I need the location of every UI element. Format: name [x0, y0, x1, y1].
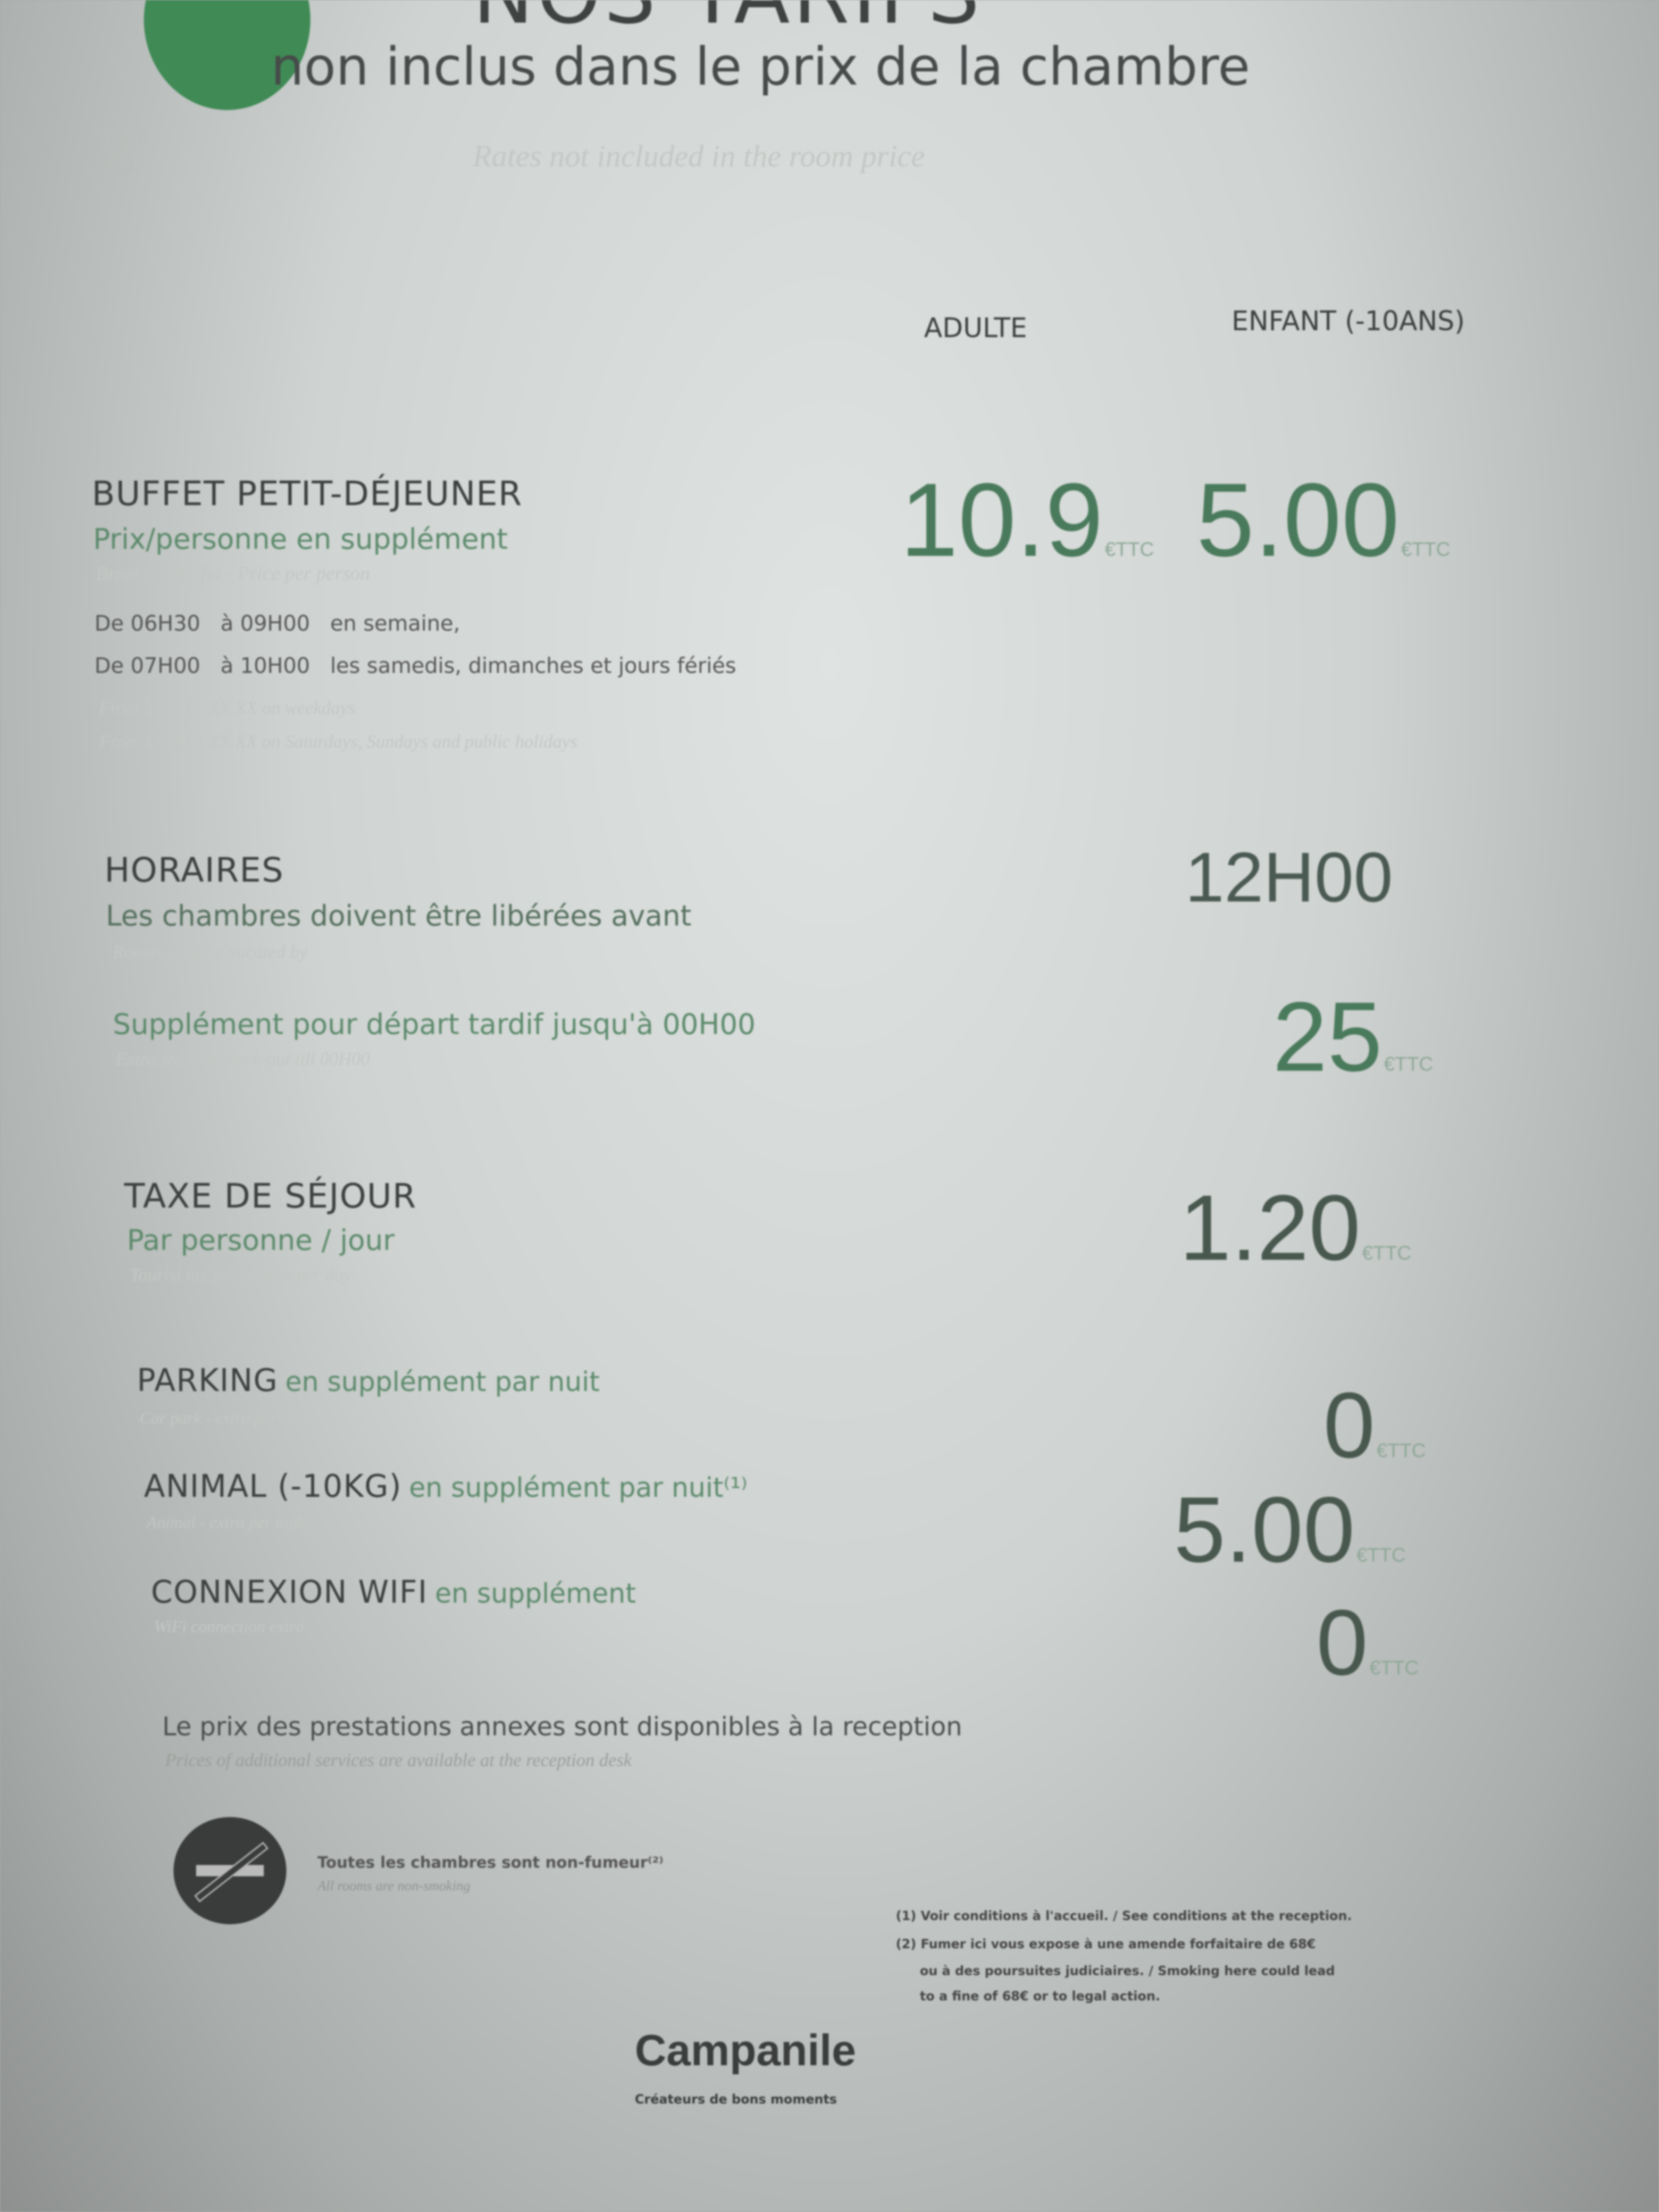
tax-price: 1.20 €TTC [1179, 1174, 1411, 1281]
price-value: 10.9 [900, 461, 1103, 579]
breakfast-adult-price: 10.9 €TTC [900, 460, 1154, 580]
price-value: 25 [1272, 982, 1382, 1092]
page-subtitle: non inclus dans le prix de la chambre [271, 36, 1250, 98]
page-title: NOS TARIFS [473, 0, 983, 43]
breakfast-subtitle-en: Breakfast buffet - Price per person [96, 564, 370, 586]
zz-sleep-icon: Zz [102, 120, 149, 185]
hours-from: De 07H00 [94, 653, 200, 679]
breakfast-child-price: 5.00 €TTC [1196, 460, 1451, 580]
price-unit: €TTC [1384, 1052, 1434, 1075]
price-value: 5.00 [1174, 1477, 1355, 1582]
price-unit: €TTC [1362, 1241, 1412, 1264]
campanile-logo: Campanile [634, 2025, 856, 2075]
extra-animal: ANIMAL (-10KG) en supplément par nuit⁽¹⁾ [144, 1470, 748, 1505]
schedule-subtitle: Les chambres doivent être libérées avant [105, 899, 692, 933]
price-unit: €TTC [1104, 537, 1154, 560]
footnote-4: to a fine of 68€ or to legal action. [919, 1990, 1160, 2005]
price-unit: €TTC [1356, 1543, 1406, 1566]
extra-animal-en: Animal - extra per night [146, 1512, 311, 1532]
brand-tagline: Créateurs de bons moments [634, 2093, 837, 2108]
schedule-subtitle-en: Rooms must be vacated by [113, 941, 308, 962]
hours-to: à 09H00 [220, 610, 310, 636]
breakfast-hours-weekday: De 06H30 à 09H00 en semaine, [95, 611, 460, 636]
extra-parking: PARKING en supplément par nuit [137, 1364, 600, 1400]
extra-wifi: CONNEXION WIFI en supplément [151, 1576, 636, 1611]
price-unit: €TTC [1401, 537, 1451, 560]
breakfast-hours-en-2: From XX.XX - XX.XX on Saturdays, Sundays… [98, 731, 577, 752]
price-unit: €TTC [1376, 1439, 1426, 1462]
hours-to: à 10H00 [220, 653, 310, 679]
late-checkout-label-en: Extra fee late check-out till 00H00 [115, 1048, 370, 1070]
breakfast-hours-en-1: From XX.XX - XX.XX on weekdays [98, 697, 356, 718]
extra-title: PARKING [137, 1364, 278, 1400]
breakfast-subtitle: Prix/personne en supplément [93, 522, 508, 556]
parking-price: 0 €TTC [1323, 1371, 1426, 1479]
schedule-title: HORAIRES [104, 850, 284, 891]
hours-from: De 06H30 [94, 610, 200, 636]
non-smoking-text-en: All rooms are non-smoking [317, 1879, 471, 1895]
extra-note: en supplément par nuit [285, 1367, 600, 1398]
extra-title: CONNEXION WIFI [150, 1576, 428, 1611]
footnote-2: (2) Fumer ici vous expose à une amende f… [895, 1938, 1316, 1953]
page-subtitle-en: Rates not included in the room price [472, 138, 925, 174]
extra-note: en supplément par nuit⁽¹⁾ [409, 1472, 748, 1504]
column-header-child: ENFANT (-10ANS) [1231, 306, 1465, 338]
extra-note: en supplément [434, 1578, 636, 1610]
late-checkout-label: Supplément pour départ tardif jusqu'à 00… [113, 1007, 756, 1041]
tax-subtitle: Par personne / jour [127, 1223, 395, 1257]
price-value: 0 [1316, 1590, 1368, 1695]
animal-price: 5.00 €TTC [1174, 1476, 1405, 1583]
annex-note: Le prix des prestations annexes sont dis… [162, 1712, 962, 1742]
tax-subtitle-en: Tourist tax per person per day [130, 1264, 352, 1285]
price-value: 1.20 [1179, 1175, 1361, 1280]
no-smoking-icon [173, 1817, 287, 1924]
wifi-price: 0 €TTC [1316, 1588, 1419, 1696]
footnote-1: (1) Voir conditions à l'accueil. / See c… [895, 1910, 1352, 1924]
late-checkout-price: 25 €TTC [1272, 981, 1433, 1093]
footnote-3: ou à des poursuites judiciaires. / Smoki… [919, 1965, 1335, 1980]
price-value: 5.00 [1196, 461, 1400, 579]
breakfast-title: BUFFET PETIT-DÉJEUNER [91, 474, 523, 514]
non-smoking-text: Toutes les chambres sont non-fumeur⁽²⁾ [317, 1854, 664, 1872]
annex-note-en: Prices of additional services are availa… [165, 1749, 632, 1771]
column-header-adult: ADULTE [924, 313, 1027, 345]
price-value: 0 [1323, 1372, 1376, 1477]
breakfast-hours-weekend: De 07H00 à 10H00 les samedis, dimanches … [95, 653, 736, 678]
price-unit: €TTC [1369, 1656, 1419, 1679]
checkout-time: 12H00 [1185, 837, 1393, 917]
tax-title: TAXE DE SÉJOUR [124, 1176, 417, 1216]
hours-when: en semaine, [330, 610, 460, 636]
extra-wifi-en: WiFi connection extra [154, 1616, 305, 1637]
hours-when: les samedis, dimanches et jours fériés [330, 653, 736, 679]
extra-title: ANIMAL (-10KG) [144, 1470, 402, 1505]
extra-parking-en: Car park - extra per night [139, 1407, 316, 1428]
